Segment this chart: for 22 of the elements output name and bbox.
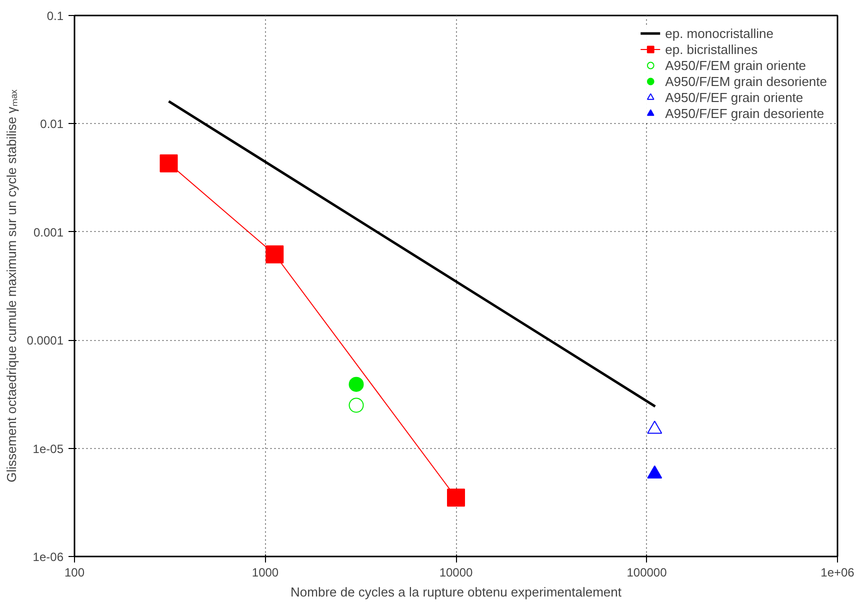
- y-tick-label: 1e-06: [32, 550, 64, 564]
- legend-label: A950/F/EF grain oriente: [665, 89, 804, 105]
- point: [348, 398, 364, 413]
- y-tick-label: 0.1: [46, 9, 64, 23]
- y-tick-label: 1e-05: [32, 442, 64, 456]
- x-tick-label: 1000: [252, 566, 279, 580]
- x-tick-label: 1e+06: [820, 566, 855, 580]
- x-tick-label: 100000: [626, 566, 668, 580]
- y-tick-label: 0.001: [33, 225, 64, 240]
- legend-label: ep. bicristallines: [665, 41, 758, 57]
- x-axis-title: Nombre de cycles a la rupture obtenu experimentalement: [290, 584, 622, 600]
- legend-label: A950/F/EM grain desoriente: [665, 73, 827, 89]
- legend-label: A950/F/EF grain desoriente: [665, 105, 824, 121]
- point: [348, 376, 364, 392]
- y-axis-title: Glissement octaedrique cumule maximum sur un cycle stabilise γₘₐₓ: [4, 88, 19, 482]
- point: [447, 488, 465, 507]
- x-tick-label: 10000: [439, 566, 474, 580]
- y-tick-label: 0.0001: [26, 334, 64, 348]
- legend-label: A950/F/EM grain oriente: [665, 57, 806, 73]
- y-tick-label: 0.01: [40, 117, 64, 132]
- x-tick-label: 100: [64, 566, 85, 580]
- legend-label: ep. monocristalline: [665, 25, 774, 41]
